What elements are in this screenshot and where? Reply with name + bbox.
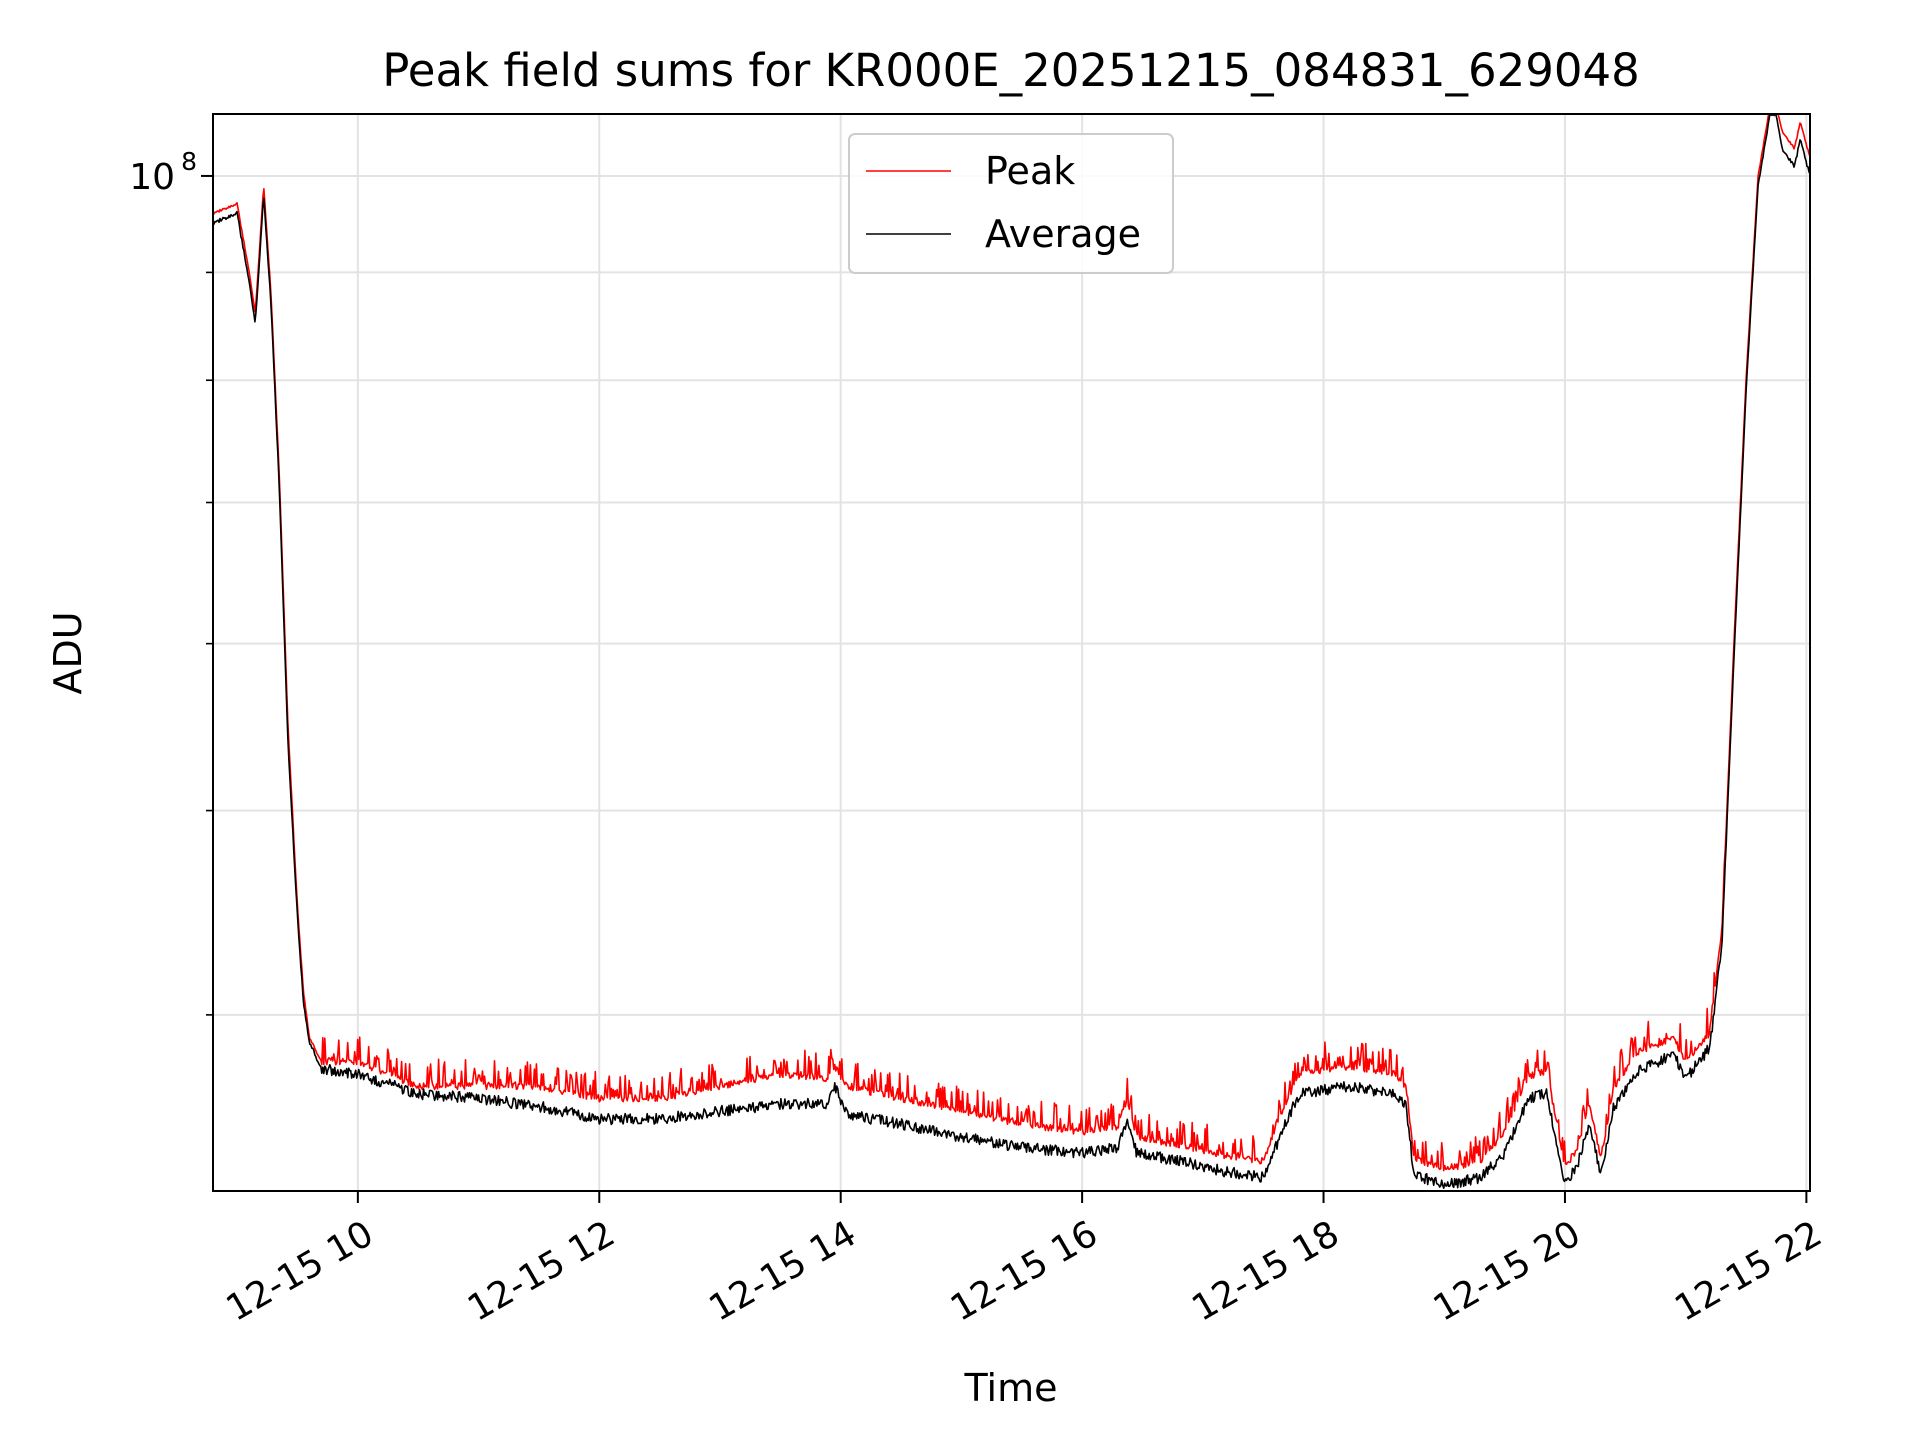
legend-label-average: Average [985, 212, 1141, 256]
y-tick-exponent: 8 [181, 147, 197, 176]
y-tick-label: 10 [129, 157, 175, 198]
axes-frame [212, 113, 1811, 1192]
y-axis-label: ADU [46, 611, 90, 694]
series-area [213, 114, 1810, 1189]
series-line-peak [213, 114, 1810, 1172]
chart-title: Peak field sums for KR000E_20251215_0848… [382, 44, 1640, 97]
series-line-average [213, 114, 1810, 1189]
legend-box [848, 133, 1174, 274]
legend-label-peak: Peak [985, 149, 1075, 193]
legend: Peak Average [848, 133, 1174, 274]
x-axis-label: Time [964, 1366, 1058, 1410]
